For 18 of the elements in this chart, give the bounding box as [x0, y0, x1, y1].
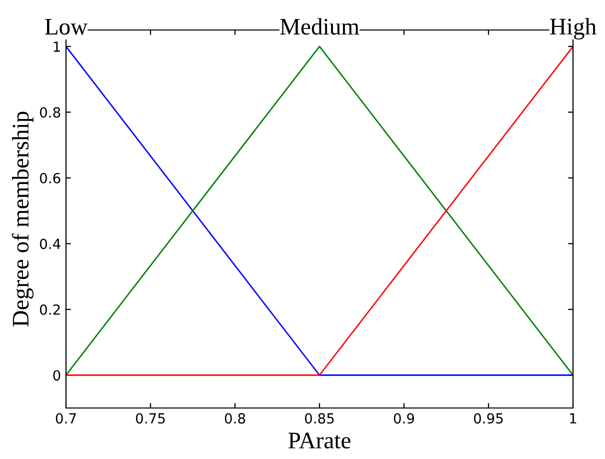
series-label: Medium [280, 18, 360, 35]
y-tick-label: 0.8 [40, 107, 60, 118]
x-axis-title: PArate [288, 432, 350, 448]
x-tick-label: 0.7 [56, 413, 76, 424]
x-tick-label: 0.95 [474, 413, 503, 424]
x-tick-label: 1 [570, 413, 576, 424]
y-tick-label: 0.2 [40, 304, 60, 315]
x-tick-label: 0.9 [394, 413, 414, 424]
x-tick-label: 0.85 [304, 413, 334, 424]
y-tick-label: 1 [54, 42, 60, 52]
y-axis-title: Degree of membership [12, 112, 34, 326]
y-tick-label: 0.4 [40, 238, 60, 250]
x-tick-label: 0.75 [136, 413, 165, 424]
series-label: Low [45, 19, 88, 35]
y-tick-label: 0.6 [40, 172, 60, 184]
x-tick-label: 0.8 [224, 413, 246, 424]
series-label: High [550, 18, 596, 40]
y-tick-label: 0 [53, 370, 60, 381]
